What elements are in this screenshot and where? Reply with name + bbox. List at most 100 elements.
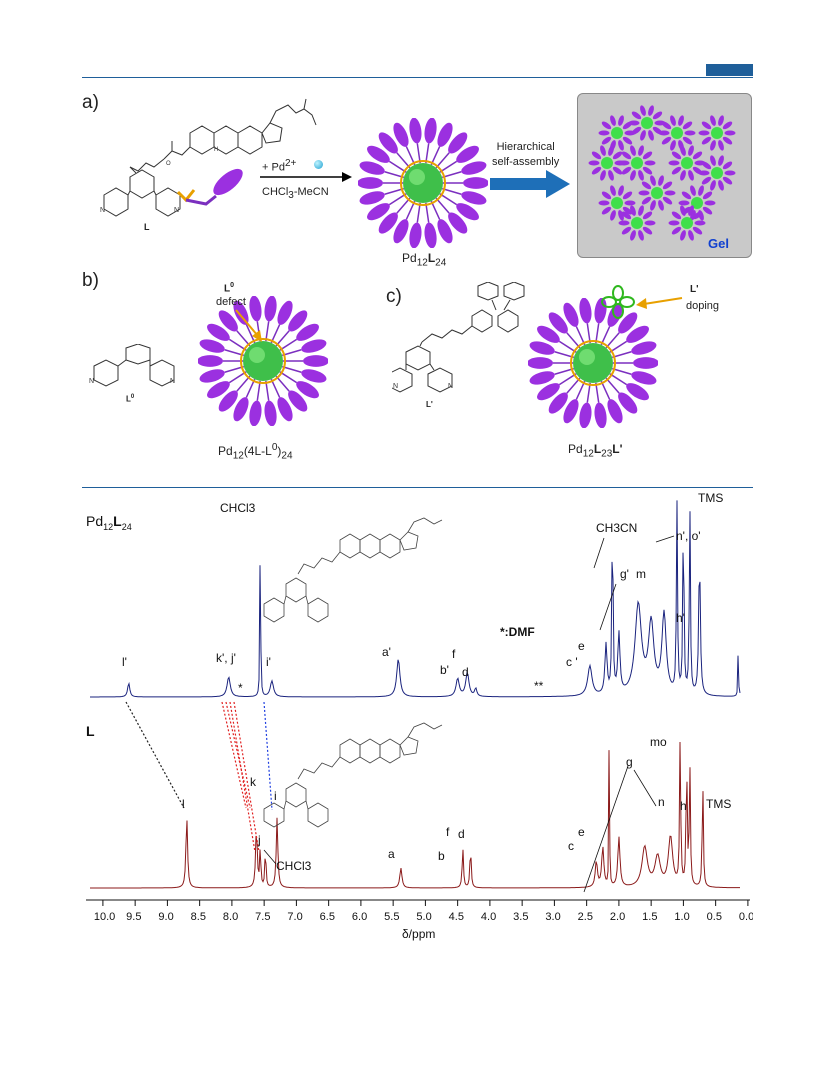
top-spectrum-trace (90, 500, 741, 698)
top-label-ch3cn: CH3CN (596, 521, 637, 535)
x-tick-label: 3.5 (513, 911, 528, 923)
x-tick-label: 8.5 (191, 911, 206, 923)
x-tick-label: 0.0 (739, 911, 753, 923)
panel-c-label: c) (386, 286, 402, 307)
top-label-chcl3: CHCl3 (220, 501, 256, 515)
cage-doped-formula: Pd12L23L' (568, 442, 623, 460)
x-tick-label: 3.0 (545, 911, 560, 923)
x-tick-label: 1.5 (642, 911, 657, 923)
link-j-2 (233, 701, 260, 853)
cage-a-formula: Pd12L24 (402, 251, 447, 269)
svg-text:N: N (170, 378, 175, 385)
solvent-label: CHCl3-MeCN (262, 186, 329, 202)
link-j-1 (229, 701, 256, 853)
link-k-2 (225, 701, 251, 809)
bottom-label-c: c (568, 839, 574, 853)
ligand-Lprime-label: L' (426, 400, 433, 409)
x-tick-label: 2.5 (578, 911, 593, 923)
svg-text:O: O (166, 161, 171, 167)
ligand-L-structure: N N H O (100, 98, 317, 217)
svg-text:N: N (89, 378, 94, 385)
top-label-kj: k', j' (216, 651, 236, 665)
x-tick-label: 4.0 (481, 911, 496, 923)
top-label-star2: ** (534, 679, 544, 693)
ligand-L0-label: L0 (126, 394, 135, 404)
ligand-L-label: L (144, 222, 150, 232)
svg-text:N: N (448, 383, 453, 390)
nmr-spectra: Pd12L24 L CHCl3 TMS CH3CN (86, 491, 753, 941)
doping-arrow (636, 297, 683, 309)
bottom-label-g: g (626, 755, 633, 769)
dope-word: doping (686, 300, 720, 312)
defect-title: L0 (224, 282, 235, 295)
bottom-inset-structure (263, 722, 443, 828)
cage-Pd12L24 (357, 117, 489, 253)
header-rule (82, 77, 753, 78)
ligand-cartoon (176, 168, 243, 206)
bottom-label-tms: TMS (706, 797, 731, 811)
top-label-g: g' (620, 567, 629, 581)
bottom-label-chcl3: CHCl3 (276, 859, 312, 873)
top-label-i: i' (266, 655, 271, 669)
top-label-m: m (636, 567, 646, 581)
top-label-tms: TMS (698, 491, 723, 505)
link-i (263, 701, 273, 811)
bottom-label-k: k (250, 775, 257, 789)
svg-text:N: N (100, 207, 105, 214)
x-tick-label: 4.5 (449, 911, 464, 923)
x-tick-label: 5.0 (416, 911, 431, 923)
top-label-h: h' (676, 611, 685, 625)
top-inset-structure (263, 517, 443, 623)
gel-label: Gel (708, 236, 729, 251)
top-label-f: f (452, 647, 456, 661)
svg-text:N: N (174, 207, 179, 214)
defect-word: defect (216, 296, 246, 308)
top-label-l: l' (122, 655, 127, 669)
x-tick-label: 2.0 (610, 911, 625, 923)
ligand-Lprime-structure: N N (392, 282, 525, 393)
top-label-no: n', o' (676, 529, 701, 543)
x-tick-label: 0.5 (707, 911, 722, 923)
panel-a-label: a) (82, 92, 99, 113)
bottom-label-mo: mo (650, 735, 667, 749)
bottom-label-j: j (257, 833, 261, 847)
clover-icon (601, 285, 635, 319)
svg-text:N: N (393, 383, 398, 390)
bottom-label-d: d (458, 827, 465, 841)
cage-defect (197, 295, 329, 431)
x-tick-label: 9.0 (158, 911, 173, 923)
svg-text:H: H (214, 147, 218, 153)
bottom-label-f: f (446, 825, 450, 839)
bottom-label-i: i (274, 789, 277, 803)
cage-doped (527, 297, 659, 433)
top-label-star1: * (238, 681, 243, 695)
x-tick-label: 9.5 (126, 911, 141, 923)
reaction-arrow (260, 172, 352, 182)
bottom-label-l: l (182, 797, 185, 811)
defect-arrow (235, 309, 262, 342)
top-label-c: c ' (566, 655, 578, 669)
bottom-label-a: a (388, 847, 395, 861)
pointer-arrows (263, 535, 675, 893)
top-label-d: d (462, 665, 469, 679)
x-tick-label: 7.0 (287, 911, 302, 923)
link-l (125, 701, 185, 809)
x-tick-label: 5.5 (384, 911, 399, 923)
ligand-L0-structure: N N (89, 344, 175, 387)
nmr-divider (82, 487, 753, 488)
dope-title: L' (690, 284, 699, 295)
top-label-a: a' (382, 645, 391, 659)
bottom-label-h: h (680, 799, 687, 813)
header-tab (706, 64, 753, 76)
top-label-b: b' (440, 663, 449, 677)
assembly-arrow (490, 170, 570, 198)
panel-b-label: b) (82, 270, 99, 291)
x-tick-label: 6.0 (352, 911, 367, 923)
reagent-label: + Pd2+ (262, 158, 297, 174)
bottom-spectrum-title: L (86, 723, 95, 739)
cage-defect-formula: Pd12(4L-L0)24 (218, 442, 293, 462)
bottom-label-b: b (438, 849, 445, 863)
top-spectrum-title: Pd12L24 (86, 513, 132, 532)
bottom-label-n: n (658, 795, 665, 809)
pd-ion-icon (314, 160, 323, 169)
